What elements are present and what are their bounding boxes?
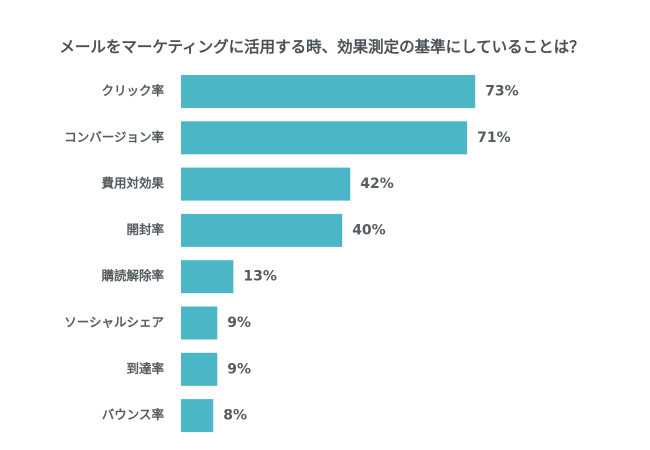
- bar: [181, 167, 351, 201]
- category-label: 到達率: [126, 361, 164, 376]
- chart-title: メールをマーケティングに活用する時、効果測定の基準にしていることは？: [59, 37, 584, 56]
- value-label: 42%: [360, 176, 394, 192]
- bar: [181, 352, 218, 386]
- bar: [181, 260, 234, 294]
- category-label: コンバージョン率: [64, 129, 164, 144]
- category-label: クリック率: [101, 83, 164, 98]
- bar: [181, 75, 476, 108]
- category-label: バウンス率: [102, 407, 165, 422]
- value-label: 40%: [352, 222, 386, 238]
- bar: [181, 306, 218, 340]
- value-label: 71%: [477, 130, 511, 146]
- value-label: 9%: [227, 315, 251, 331]
- category-label: 費用対効果: [101, 176, 164, 191]
- category-label: 開封率: [126, 222, 164, 237]
- value-label: 13%: [243, 269, 277, 285]
- chart-rows: クリック率 73% コンバージョン率 71% 費用対効果 42% 開封率 40% 購読解除率 13…: [64, 75, 519, 433]
- value-label: 8%: [223, 408, 247, 424]
- value-label: 9%: [227, 361, 251, 377]
- bar: [181, 213, 343, 247]
- category-label: ソーシャルシェア: [64, 315, 164, 330]
- category-label: 購読解除率: [100, 268, 164, 283]
- value-label: 73%: [485, 84, 519, 100]
- bar: [181, 399, 214, 433]
- bar: [181, 121, 468, 155]
